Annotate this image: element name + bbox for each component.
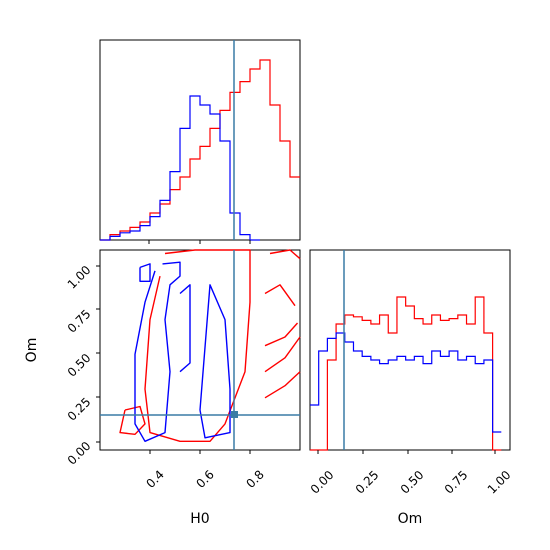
h0-om-contour-panel: 0.4 0.6 0.8 0.00 0.25 0.50 0.75 1.00 H0 … (24, 249, 301, 527)
blue-contour-line (179, 284, 191, 373)
x-tick-label: 1.00 (485, 468, 514, 497)
red-contour-line (269, 249, 301, 260)
x-tick-label: 0.00 (308, 468, 337, 497)
blue-contour-line (139, 263, 151, 282)
blue-contour-line (199, 284, 231, 439)
blue-histogram-series (100, 95, 260, 241)
red-histogram-series (100, 59, 300, 241)
x-axis-title: Om (398, 511, 423, 527)
y-tick-label: 0.25 (65, 395, 94, 424)
om-marginal-frame (309, 249, 511, 451)
truth-marker (231, 411, 238, 418)
red-contour-line (264, 336, 301, 373)
y-tick-label: 0.50 (65, 351, 94, 380)
x-tick-label: 0.4 (143, 467, 166, 490)
y-tick-label: 0.00 (65, 439, 94, 468)
y-tick-label: 1.00 (65, 263, 94, 292)
x-tick-label: 0.8 (243, 467, 266, 490)
om-histogram (310, 296, 502, 451)
red-contour-line (119, 405, 146, 435)
red-histogram-series (310, 296, 502, 451)
x-axis-title: H0 (190, 511, 209, 527)
red-contour-line (264, 371, 301, 399)
x-tick-label: 0.25 (353, 468, 382, 497)
red-contour-line (264, 284, 296, 307)
x-tick-label: 0.75 (442, 468, 471, 497)
blue-contour-line (134, 261, 181, 442)
y-axis-title: Om (24, 338, 40, 363)
h0-marginal-panel (99, 39, 301, 244)
red-contour-line (264, 322, 299, 347)
y-tick-label: 0.75 (65, 307, 94, 336)
om-marginal-panel: 0.00 0.25 0.50 0.75 1.00 Om (308, 249, 514, 527)
x-tick-label: 0.50 (398, 468, 427, 497)
contour-frame (99, 249, 301, 451)
x-tick-label: 0.6 (193, 467, 216, 490)
blue-histogram-series (310, 332, 502, 433)
h0-histogram (100, 59, 300, 241)
contour-lines (119, 249, 301, 442)
red-contour-line (144, 249, 251, 442)
